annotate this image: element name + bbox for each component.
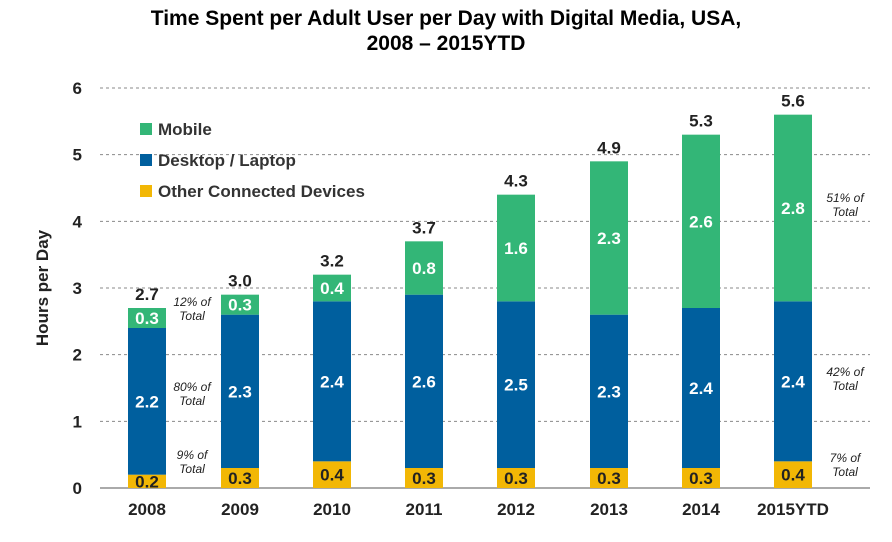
- data-label: 0.3: [689, 469, 713, 488]
- bar-segment: [774, 301, 812, 462]
- total-label: 3.0: [228, 272, 252, 291]
- data-label: 2.4: [781, 372, 805, 391]
- data-label: 2.4: [689, 379, 713, 398]
- y-tick-label: 5: [73, 146, 82, 165]
- bar-segment: [313, 301, 351, 462]
- pct-annotation: Total: [832, 465, 858, 479]
- legend-swatch: [140, 185, 152, 197]
- bar-segment: [128, 474, 166, 488]
- bar-segment: [774, 114, 812, 302]
- x-tick-label: 2008: [128, 500, 166, 519]
- data-label: 0.3: [597, 469, 621, 488]
- data-label: 2.5: [504, 376, 528, 395]
- pct-annotation: 42% of: [826, 365, 865, 379]
- bar-segment: [682, 468, 720, 488]
- pct-annotation: 9% of: [177, 448, 209, 462]
- bar-segment: [590, 314, 628, 468]
- legend-label: Desktop / Laptop: [158, 151, 296, 170]
- legend-label: Mobile: [158, 120, 212, 139]
- data-label: 2.3: [597, 229, 621, 248]
- chart-title: Time Spent per Adult User per Day with D…: [0, 6, 892, 56]
- data-label: 0.3: [228, 469, 252, 488]
- data-label: 2.2: [135, 392, 159, 411]
- bar-segment: [682, 134, 720, 308]
- data-label: 2.8: [781, 199, 805, 218]
- data-label: 0.3: [228, 296, 252, 315]
- data-label: 0.2: [135, 472, 159, 491]
- total-label: 5.3: [689, 112, 713, 131]
- total-label: 2.7: [135, 285, 159, 304]
- x-tick-label: 2015YTD: [757, 500, 829, 519]
- pct-annotation: 80% of: [173, 380, 212, 394]
- data-label: 0.3: [135, 309, 159, 328]
- x-tick-label: 2009: [221, 500, 259, 519]
- bar-segment: [405, 294, 443, 468]
- bar-segment: [313, 461, 351, 488]
- legend-label: Other Connected Devices: [158, 182, 365, 201]
- total-label: 5.6: [781, 92, 805, 111]
- data-label: 2.3: [228, 382, 252, 401]
- y-tick-label: 4: [73, 212, 83, 231]
- data-label: 0.3: [412, 469, 436, 488]
- data-label: 0.4: [320, 279, 344, 298]
- pct-annotation: Total: [179, 309, 205, 323]
- data-label: 2.3: [597, 382, 621, 401]
- bar-segment: [221, 468, 259, 488]
- pct-annotation: 7% of: [830, 451, 862, 465]
- data-label: 2.6: [689, 212, 713, 231]
- total-label: 3.2: [320, 252, 344, 271]
- legend-swatch: [140, 154, 152, 166]
- x-tick-label: 2014: [682, 500, 720, 519]
- data-label: 0.4: [320, 466, 344, 485]
- bar-segment: [221, 294, 259, 315]
- x-tick-label: 2011: [406, 500, 443, 519]
- y-tick-label: 3: [73, 279, 82, 298]
- legend-swatch: [140, 123, 152, 135]
- data-label: 2.6: [412, 372, 436, 391]
- bar-segment: [497, 468, 535, 488]
- x-tick-label: 2012: [497, 500, 535, 519]
- total-label: 3.7: [412, 218, 436, 237]
- data-label: 1.6: [504, 239, 528, 258]
- data-label: 0.4: [781, 466, 805, 485]
- data-label: 0.8: [412, 259, 436, 278]
- pct-annotation: Total: [832, 205, 858, 219]
- y-axis-label: Hours per Day: [33, 229, 52, 346]
- bar-segment: [405, 241, 443, 295]
- bar-segment: [313, 274, 351, 302]
- pct-annotation: 51% of: [826, 191, 865, 205]
- bar-segment: [497, 301, 535, 468]
- pct-annotation: 12% of: [173, 295, 212, 309]
- pct-annotation: Total: [832, 379, 858, 393]
- bar-segment: [774, 461, 812, 488]
- bar-segment: [497, 194, 535, 302]
- y-tick-label: 2: [73, 346, 82, 365]
- total-label: 4.9: [597, 138, 621, 157]
- y-tick-label: 6: [73, 79, 82, 98]
- bar-segment: [405, 468, 443, 488]
- chart-title-line1: Time Spent per Adult User per Day with D…: [150, 7, 742, 30]
- data-label: 0.3: [504, 469, 528, 488]
- total-label: 4.3: [504, 172, 528, 191]
- bar-segment: [128, 328, 166, 475]
- y-tick-label: 1: [73, 412, 82, 431]
- bar-segment: [221, 314, 259, 468]
- x-tick-label: 2010: [313, 500, 351, 519]
- pct-annotation: Total: [179, 394, 205, 408]
- y-tick-label: 0: [73, 479, 82, 498]
- bar-segment: [128, 308, 166, 328]
- bar-segment: [590, 468, 628, 488]
- x-tick-label: 2013: [590, 500, 628, 519]
- bar-segment: [682, 308, 720, 468]
- data-label: 2.4: [320, 372, 344, 391]
- pct-annotation: Total: [179, 462, 205, 476]
- chart-title-line2: 2008 – 2015YTD: [366, 32, 526, 55]
- bar-segment: [590, 161, 628, 315]
